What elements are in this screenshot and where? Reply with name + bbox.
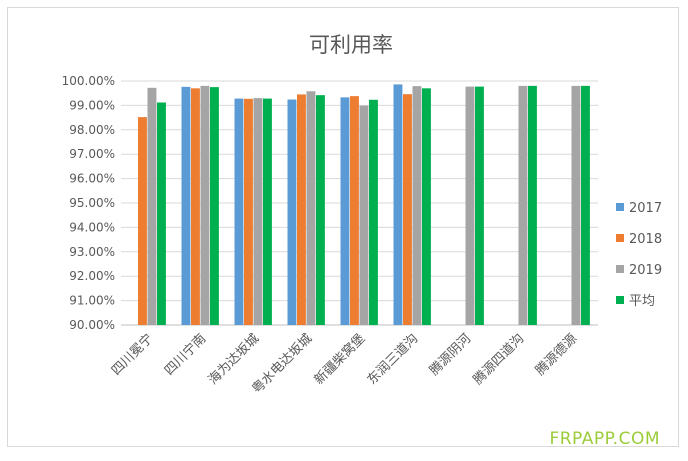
y-tick-label: 92.00% bbox=[69, 269, 115, 283]
bar-2018-5 bbox=[403, 94, 412, 326]
bar-2018-1 bbox=[191, 88, 200, 325]
bars bbox=[138, 84, 590, 326]
y-tick-label: 95.00% bbox=[69, 196, 115, 210]
bar-2019-7 bbox=[518, 85, 528, 325]
bar-2017-3 bbox=[287, 99, 297, 325]
x-tick-label: 东润三道沟 bbox=[365, 331, 422, 388]
y-tick-label: 91.00% bbox=[69, 294, 115, 308]
x-tick-label: 海为达坂城 bbox=[206, 331, 263, 388]
bar-2019-5 bbox=[412, 86, 422, 326]
y-tick-label: 94.00% bbox=[69, 220, 115, 234]
bar-2019-4 bbox=[359, 105, 369, 325]
legend-swatch bbox=[616, 203, 624, 211]
chart-title: 可利用率 bbox=[309, 33, 393, 57]
y-tick-label: 98.00% bbox=[69, 123, 115, 137]
bar-平均-3 bbox=[316, 95, 325, 325]
legend-label: 2018 bbox=[629, 232, 662, 247]
chart-frame: 可利用率 90.00% 91.00% 92.00% 93.00% 94.00% 95.00… bbox=[7, 7, 679, 447]
y-tick-label: 90.00% bbox=[69, 318, 115, 332]
bar-平均-0 bbox=[157, 102, 166, 325]
legend-label: 2019 bbox=[629, 263, 662, 278]
x-tick-label: 腾源德源 bbox=[532, 331, 580, 379]
bar-平均-2 bbox=[263, 98, 272, 326]
bar-平均-6 bbox=[475, 86, 484, 325]
legend: 2017 2018 2019 平均 bbox=[616, 201, 662, 309]
bar-2019-0 bbox=[147, 87, 157, 325]
bar-2017-1 bbox=[181, 86, 191, 325]
bar-2019-2 bbox=[253, 98, 263, 325]
y-tick-label: 97.00% bbox=[69, 147, 115, 161]
bar-平均-5 bbox=[422, 88, 431, 325]
bar-2018-4 bbox=[350, 96, 359, 326]
bar-2019-8 bbox=[571, 85, 581, 325]
legend-label: 平均 bbox=[629, 294, 655, 309]
bar-2019-3 bbox=[306, 91, 316, 325]
x-tick-label: 四川冕宁 bbox=[108, 331, 156, 379]
bar-2017-2 bbox=[234, 98, 244, 326]
legend-label: 2017 bbox=[629, 201, 662, 216]
y-tick-label: 99.00% bbox=[69, 98, 115, 112]
y-tick-label: 96.00% bbox=[69, 172, 115, 186]
bar-2018-0 bbox=[138, 117, 147, 325]
x-tick-label: 新疆柴窝堡 bbox=[311, 331, 368, 388]
y-axis-ticks: 90.00% 91.00% 92.00% 93.00% 94.00% 95.00% 96.0… bbox=[62, 74, 115, 332]
bar-平均-8 bbox=[581, 85, 590, 325]
bar-平均-1 bbox=[210, 87, 219, 325]
x-tick-label: 腾源四道沟 bbox=[470, 331, 527, 388]
x-tick-label: 腾源阴河 bbox=[426, 331, 474, 379]
bar-2018-2 bbox=[244, 98, 253, 325]
y-tick-label: 93.00% bbox=[69, 245, 115, 259]
legend-swatch bbox=[616, 234, 624, 242]
bar-平均-4 bbox=[369, 99, 378, 326]
bar-平均-7 bbox=[528, 85, 537, 325]
bar-2018-3 bbox=[297, 94, 306, 325]
chart-svg: 可利用率 90.00% 91.00% 92.00% 93.00% 94.00% 95.00… bbox=[62, 33, 662, 397]
x-tick-label: 四川宁南 bbox=[161, 331, 209, 379]
legend-swatch bbox=[616, 265, 624, 273]
legend-swatch bbox=[616, 296, 624, 304]
watermark: FRPAPP.COM bbox=[549, 429, 660, 449]
bar-2019-1 bbox=[200, 85, 210, 325]
bar-2019-6 bbox=[465, 86, 475, 325]
y-tick-label: 100.00% bbox=[62, 74, 115, 88]
bar-2017-5 bbox=[393, 84, 403, 325]
bar-2017-4 bbox=[340, 97, 350, 326]
